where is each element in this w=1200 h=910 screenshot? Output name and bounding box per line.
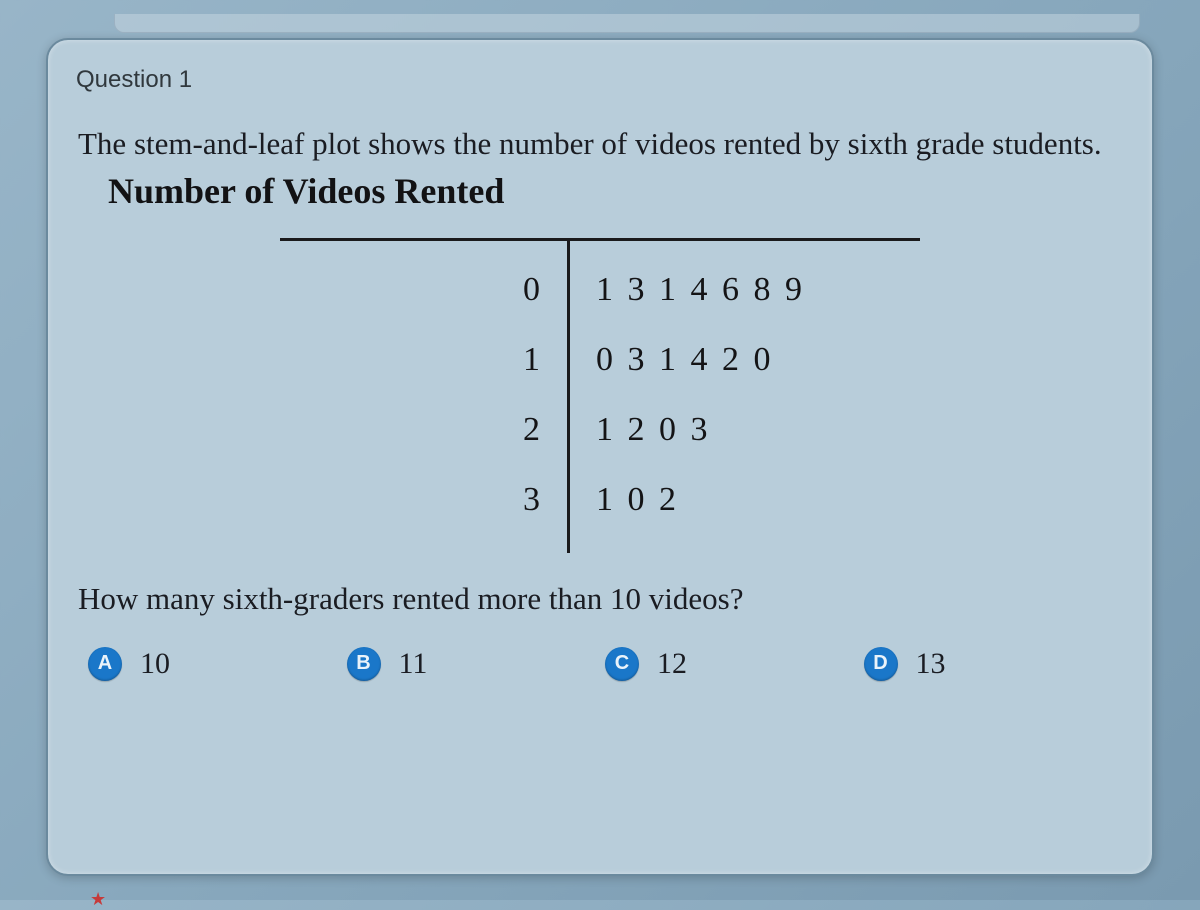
answer-option-b[interactable]: B 11 — [347, 647, 596, 681]
answer-text: 12 — [657, 647, 687, 681]
answer-badge-icon: A — [88, 647, 122, 681]
stem-and-leaf-plot: 0 1 2 3 1 3 1 4 6 8 9 0 3 1 4 2 0 1 2 0 … — [280, 238, 920, 553]
answer-option-d[interactable]: D 13 — [864, 647, 1113, 681]
stem-value: 3 — [280, 465, 543, 535]
question-card: Question 1 The stem-and-leaf plot shows … — [46, 38, 1154, 876]
leaf-values: 1 0 2 — [596, 465, 920, 535]
answer-badge-icon: D — [864, 647, 898, 681]
answer-badge-icon: B — [347, 647, 381, 681]
leaf-values: 0 3 1 4 2 0 — [596, 325, 920, 395]
answer-row: A 10 B 11 C 12 D 13 — [88, 647, 1112, 681]
answer-text: 13 — [916, 647, 946, 681]
stem-value: 1 — [280, 325, 543, 395]
stem-value: 0 — [280, 255, 543, 325]
leaf-values: 1 2 0 3 — [596, 395, 920, 465]
answer-badge-icon: C — [605, 647, 639, 681]
plot-title: Number of Videos Rented — [108, 170, 1130, 212]
stem-column: 0 1 2 3 — [280, 241, 570, 553]
answer-option-c[interactable]: C 12 — [605, 647, 854, 681]
answer-text: 11 — [399, 647, 428, 681]
followup-question: How many sixth-graders rented more than … — [78, 581, 1122, 617]
leaf-values: 1 3 1 4 6 8 9 — [596, 255, 920, 325]
answer-option-a[interactable]: A 10 — [88, 647, 337, 681]
leaf-column: 1 3 1 4 6 8 9 0 3 1 4 2 0 1 2 0 3 1 0 2 — [570, 241, 920, 553]
question-number-label: Question 1 — [76, 66, 1130, 94]
question-prompt: The stem-and-leaf plot shows the number … — [78, 124, 1122, 164]
answer-text: 10 — [140, 647, 170, 681]
stem-value: 2 — [280, 395, 543, 465]
